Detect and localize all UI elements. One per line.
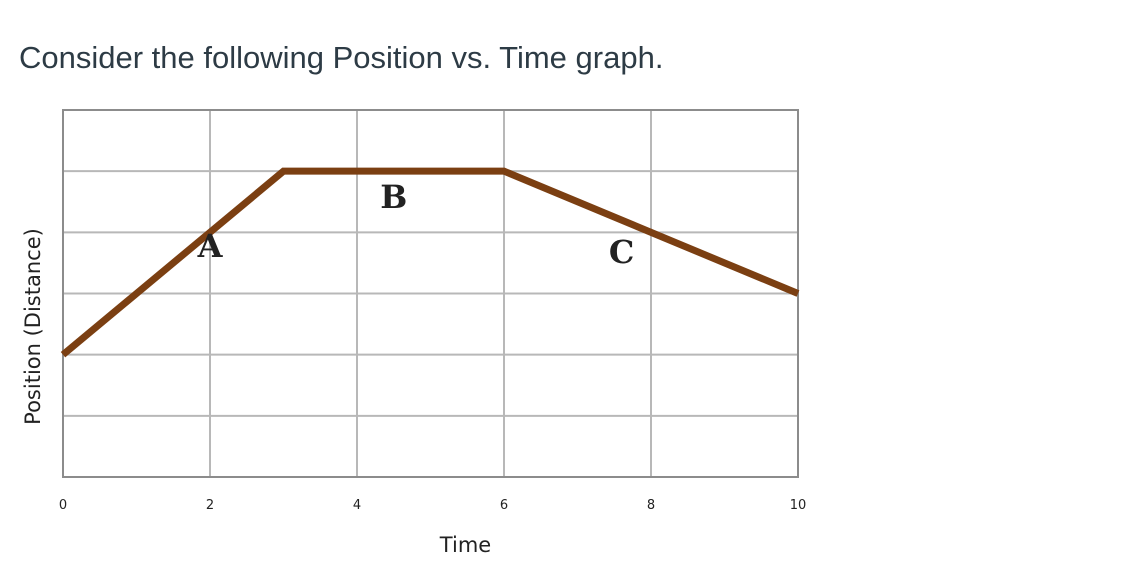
x-tick-label: 10: [790, 498, 807, 513]
x-tick-label: 8: [647, 498, 655, 513]
segment-label-b: B: [380, 178, 407, 216]
segment-label-a: A: [197, 227, 224, 265]
x-tick-label: 2: [206, 498, 214, 513]
position-line: [60, 167, 800, 358]
segment-labels: A B C: [197, 178, 635, 271]
question-text: Consider the following Position vs. Time…: [19, 40, 664, 75]
segment-label-c: C: [609, 233, 634, 271]
y-axis-label: Position (Distance): [21, 228, 45, 425]
x-tick-label: 6: [500, 498, 508, 513]
x-tick-labels: 0 2 4 6 8 10: [59, 498, 806, 513]
chart-grid: [63, 110, 798, 477]
x-axis-label: Time: [439, 533, 491, 557]
x-tick-label: 4: [353, 498, 361, 513]
chart-series: [60, 167, 800, 358]
x-tick-label: 0: [59, 498, 67, 513]
